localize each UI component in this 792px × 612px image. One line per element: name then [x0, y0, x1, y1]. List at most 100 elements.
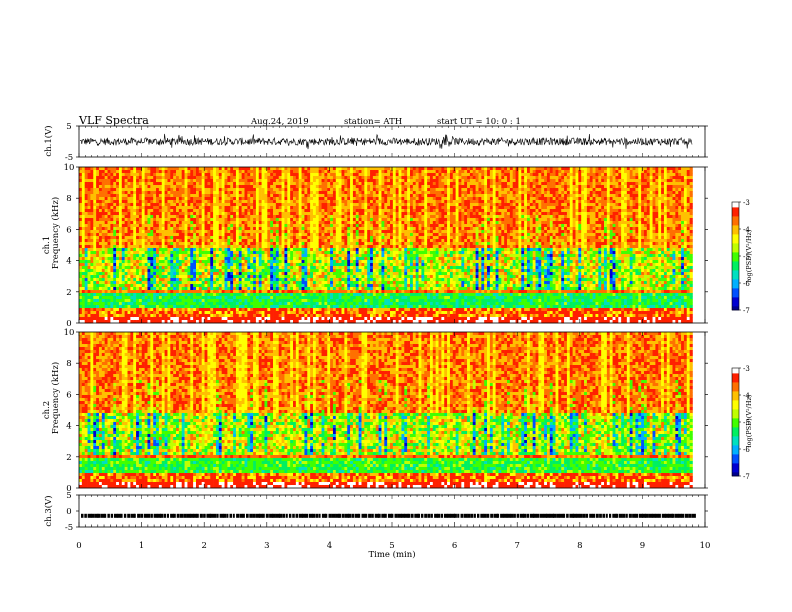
spectrogram-cell	[133, 227, 136, 230]
spectrogram-cell	[110, 194, 113, 197]
spectrogram-cell	[88, 233, 91, 236]
spectrogram-cell	[79, 221, 82, 224]
spectrogram-cell	[108, 269, 111, 272]
spectrogram-cell	[125, 296, 128, 299]
figure-station: station= ATH	[344, 117, 402, 127]
spectrogram-cell	[153, 227, 156, 230]
spectrogram-cell	[122, 275, 125, 278]
spectrogram-cell	[99, 218, 102, 221]
spectrogram-cell	[156, 191, 159, 194]
spectrogram-cell	[96, 317, 99, 320]
spectrogram-cell	[162, 290, 165, 293]
spectrogram-cell	[82, 230, 85, 233]
spectrogram-cell	[79, 194, 82, 197]
spectrogram-cell	[85, 284, 88, 287]
spectrogram-cell	[113, 293, 116, 296]
spectrogram-cell	[125, 215, 128, 218]
spectrogram-cell	[116, 185, 119, 188]
spectrogram-cell	[90, 167, 93, 170]
spectrogram-cell	[156, 182, 159, 185]
spectrogram-cell	[153, 185, 156, 188]
spectrogram-cell	[133, 293, 136, 296]
spectrogram-cell	[156, 272, 159, 275]
spectrogram-cell	[147, 176, 150, 179]
spectrogram-cell	[93, 182, 96, 185]
spectrogram-cell	[79, 227, 82, 230]
spectrogram-cell	[85, 296, 88, 299]
spectrogram-cell	[167, 260, 170, 263]
spectrogram-cell	[116, 254, 119, 257]
spectrogram-cell	[165, 242, 168, 245]
spectrogram-cell	[130, 224, 133, 227]
spectrogram-cell	[130, 236, 133, 239]
spectrogram-cell	[116, 176, 119, 179]
spectrogram-cell	[122, 230, 125, 233]
spectrogram-cell	[88, 299, 91, 302]
spectrogram-cell	[85, 260, 88, 263]
spectrogram-cell	[88, 272, 91, 275]
spectrogram-cell	[102, 203, 105, 206]
spectrogram-cell	[128, 173, 131, 176]
spectrogram-cell	[82, 185, 85, 188]
spectrogram-cell	[113, 197, 116, 200]
spectrogram-cell	[125, 167, 128, 170]
spectrogram-cell	[156, 311, 159, 314]
spectrogram-cell	[108, 221, 111, 224]
spectrogram-cell	[147, 167, 150, 170]
spectrogram-cell	[128, 275, 131, 278]
spectrogram-cell	[130, 272, 133, 275]
figure-start-time: start UT = 10: 0 : 1	[437, 117, 521, 127]
spectrogram-cell	[102, 197, 105, 200]
spectrogram-cell	[150, 287, 153, 290]
spectrogram-cell	[90, 293, 93, 296]
spectrogram-cell	[90, 311, 93, 314]
spectrogram-cell	[105, 314, 108, 317]
spectrogram-cell	[85, 293, 88, 296]
spectrogram-cell	[130, 290, 133, 293]
spectrogram-cell	[145, 191, 148, 194]
spectrogram-cell	[145, 218, 148, 221]
spectrogram-cell	[153, 305, 156, 308]
spectrogram-cell	[145, 167, 148, 170]
spectrogram-cell	[139, 263, 142, 266]
spectrogram-cell	[96, 269, 99, 272]
spectrogram-cell	[96, 191, 99, 194]
spectrogram-cell	[153, 236, 156, 239]
spectrogram-cell	[125, 284, 128, 287]
spectrogram-cell	[82, 215, 85, 218]
spectrogram-cell	[90, 284, 93, 287]
spectrogram-cell	[139, 305, 142, 308]
spectrogram-cell	[119, 239, 122, 242]
spectrogram-cell	[162, 191, 165, 194]
spectrogram-cell	[79, 230, 82, 233]
spectrogram-cell	[122, 179, 125, 182]
spectrogram-cell	[150, 182, 153, 185]
spectrogram-cell	[105, 212, 108, 215]
spectrogram-cell	[119, 260, 122, 263]
spectrogram-cell	[96, 311, 99, 314]
spectrogram-cell	[136, 260, 139, 263]
spectrogram-cell	[139, 314, 142, 317]
spectrogram-cell	[82, 191, 85, 194]
spectrogram-cell	[90, 275, 93, 278]
spectrogram-cell	[110, 197, 113, 200]
spectrogram-cell	[108, 212, 111, 215]
spectrogram-cell	[82, 251, 85, 254]
spectrogram-cell	[105, 257, 108, 260]
spectrogram-cell	[99, 299, 102, 302]
spectrogram-cell	[122, 218, 125, 221]
spectrogram-cell	[125, 206, 128, 209]
spectrogram-cell	[136, 206, 139, 209]
spectrogram-cell	[156, 230, 159, 233]
spectrogram-cell	[162, 242, 165, 245]
spectrogram-cell	[82, 317, 85, 320]
spectrogram-cell	[79, 188, 82, 191]
spectrogram-cell	[156, 305, 159, 308]
spectrogram-cell	[119, 284, 122, 287]
spectrogram-cell	[156, 281, 159, 284]
spectrogram-cell	[79, 278, 82, 281]
spectrogram-cell	[130, 206, 133, 209]
spectrogram-cell	[167, 170, 170, 173]
spectrogram-cell	[90, 227, 93, 230]
spectrogram-cell	[122, 203, 125, 206]
